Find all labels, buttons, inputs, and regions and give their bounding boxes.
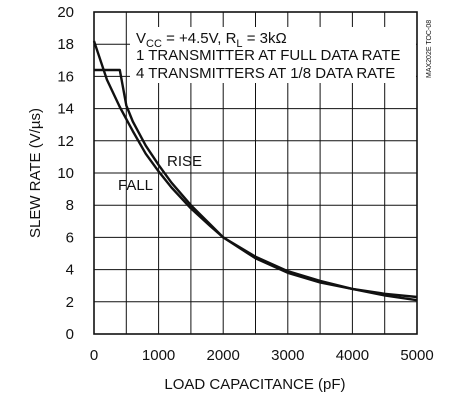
y-tick-label: 20: [57, 4, 74, 21]
y-tick-label: 14: [57, 101, 74, 118]
x-tick-label: 5000: [400, 347, 433, 364]
y-tick-label: 0: [66, 326, 74, 343]
y-tick-label: 12: [57, 133, 74, 150]
curves: [92, 40, 418, 302]
annotation-background: [130, 27, 416, 83]
figure-id-label: MAX202E TOC-08: [426, 20, 433, 78]
x-tick-label: 3000: [271, 347, 304, 364]
annotation-line-2: 1 TRANSMITTER AT FULL DATA RATE: [136, 47, 401, 64]
x-axis-label: LOAD CAPACITANCE (pF): [164, 376, 345, 393]
conditions-label: VCC = +4.5V, RL = 3kΩ: [136, 30, 287, 50]
series-line-fall: [92, 40, 418, 302]
y-axis-label: SLEW RATE (V/µs): [27, 108, 44, 238]
y-tick-label: 8: [66, 197, 74, 214]
x-tick-label: 1000: [142, 347, 175, 364]
plot-frame: [93, 11, 418, 335]
y-tick-label: 10: [57, 165, 74, 182]
series-label-fall: FALL: [118, 177, 153, 194]
series-label-rise: RISE: [167, 153, 202, 170]
tick-labels: 0 1000 2000 3000 4000 5000 0 2 4 6 8 10 12 14 16 18 20: [57, 4, 433, 364]
y-tick-label: 16: [57, 68, 74, 85]
x-tick-label: 0: [90, 347, 98, 364]
annotation-line-3: 4 TRANSMITTERS AT 1/8 DATA RATE: [136, 65, 395, 82]
x-tick-label: 2000: [207, 347, 240, 364]
y-tick-label: 6: [66, 229, 74, 246]
x-tick-label: 4000: [336, 347, 369, 364]
y-tick-label: 4: [66, 262, 74, 279]
y-tick-label: 18: [57, 36, 74, 53]
y-tick-label: 2: [66, 294, 74, 311]
